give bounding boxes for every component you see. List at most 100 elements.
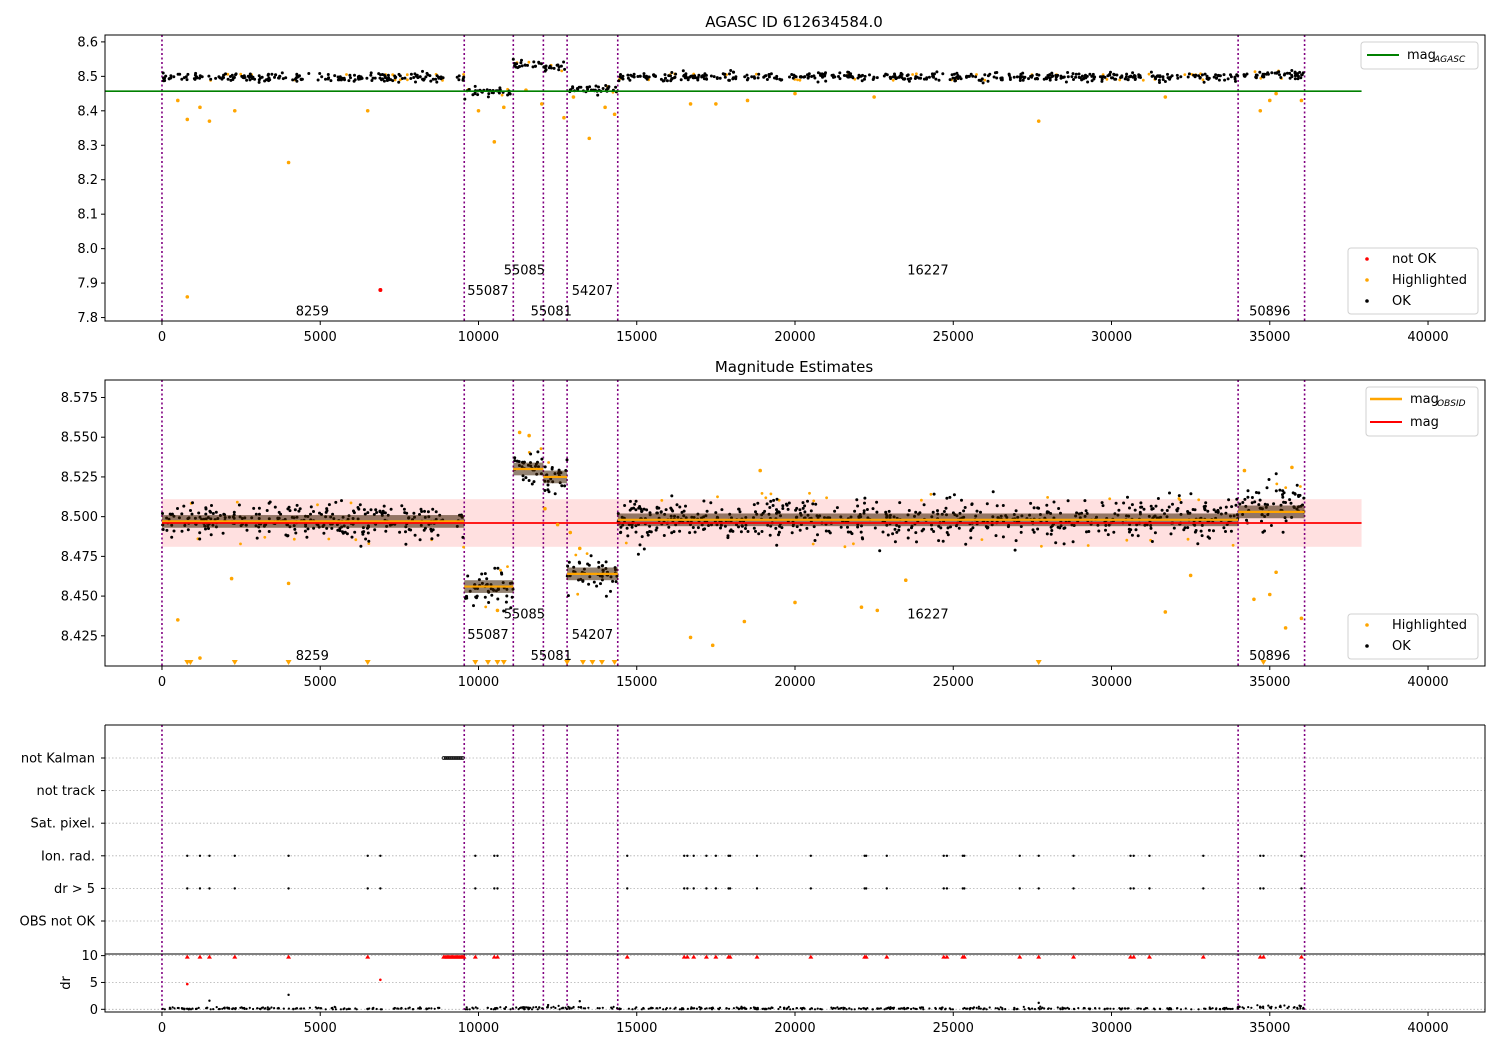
- agasc-ok-point: [721, 72, 725, 76]
- flags-ion-rad-point: [493, 854, 496, 857]
- estimates-ok-point: [334, 500, 338, 504]
- estimates-ok-point: [382, 504, 386, 508]
- flags-ion-rad-point: [287, 854, 290, 857]
- estimates-ok-point: [318, 511, 321, 515]
- dr-point: [536, 1008, 539, 1011]
- agasc-ok-point: [476, 93, 480, 97]
- estimates-ok-point: [198, 531, 202, 535]
- estimates-ok-point: [1001, 504, 1005, 507]
- estimates-ok-point: [960, 498, 963, 502]
- agasc-ok-point: [681, 69, 685, 73]
- agasc-ok-point: [1293, 70, 1297, 74]
- agasc-ok-point: [248, 78, 252, 82]
- estimates-obsid-label: 54207: [572, 628, 613, 643]
- estimates-ok-point: [504, 600, 508, 604]
- agasc-ok-point: [1086, 80, 1090, 84]
- estimates-ok-point: [1149, 526, 1153, 530]
- estimates-ok-point: [637, 506, 641, 510]
- dr-outlier-point: [578, 1000, 581, 1003]
- estimates-ok-point: [839, 525, 843, 529]
- agasc-ok-point: [347, 79, 351, 83]
- estimates-ok-point: [897, 528, 901, 532]
- agasc-ok-point: [842, 74, 846, 77]
- agasc-ok-point: [1229, 73, 1232, 77]
- estimates-ok-point: [191, 501, 194, 505]
- dr-point: [223, 1007, 226, 1010]
- estimates-ok-point: [775, 508, 778, 512]
- dr-point: [570, 1007, 573, 1010]
- dr-point: [865, 1008, 868, 1011]
- flags-not-kalman-point: [447, 756, 452, 760]
- agasc-ok-point: [385, 77, 389, 81]
- agasc-highlighted-point: [1258, 109, 1263, 113]
- estimates-ok-point: [189, 509, 192, 512]
- estimates-ok-point: [403, 511, 407, 515]
- estimates-ok-point: [426, 510, 430, 514]
- agasc-ok-point: [409, 72, 413, 76]
- estimates-ok-point: [436, 533, 440, 537]
- flags-dr5-point: [714, 887, 718, 890]
- dr-point: [627, 1007, 631, 1010]
- agasc-ok-point: [664, 76, 667, 80]
- estimates-highlighted-point: [1290, 465, 1294, 470]
- estimates-ok-point: [369, 508, 373, 512]
- agasc-xtick-label: 30000: [1091, 330, 1132, 345]
- dr-point: [1296, 1007, 1299, 1010]
- estimates-highlighted-point: [1177, 497, 1181, 500]
- dr-point: [735, 1006, 738, 1009]
- agasc-ok-point: [307, 72, 311, 75]
- estimates-ok-point: [429, 527, 433, 531]
- estimates-ok-point: [957, 526, 961, 530]
- agasc-ok-point: [645, 77, 649, 81]
- agasc-ok-point: [1059, 74, 1063, 78]
- dr-point: [511, 1007, 514, 1010]
- estimates-ok-point: [232, 510, 236, 514]
- agasc-ok-point: [819, 72, 822, 76]
- dr-capped-marker: [624, 954, 630, 959]
- dr-point: [910, 1007, 913, 1011]
- agasc-ok-point: [1023, 75, 1027, 79]
- estimates-ok-point: [567, 560, 571, 564]
- agasc-ok-point: [1170, 74, 1174, 78]
- agasc-ok-point: [257, 80, 261, 84]
- dr-point: [474, 1006, 477, 1009]
- estimates-ok-point: [986, 525, 990, 529]
- estimates-highlighted-point: [1284, 486, 1288, 489]
- agasc-ok-point: [697, 73, 701, 77]
- agasc-ok-point: [810, 75, 814, 78]
- flags-ion-rad-point: [1037, 854, 1040, 857]
- dr-point: [618, 1008, 621, 1011]
- dr-point: [565, 1007, 568, 1011]
- estimates-ok-point: [1087, 530, 1091, 533]
- agasc-highlighted-point: [1118, 78, 1122, 82]
- agasc-ok-point: [995, 71, 999, 74]
- dr-point: [1262, 1005, 1265, 1008]
- estimates-ok-point: [1100, 501, 1104, 505]
- dr-point: [1152, 1007, 1156, 1010]
- estimates-ok-point: [1139, 505, 1143, 509]
- agasc-ok-point: [1077, 72, 1081, 76]
- agasc-ok-point: [1176, 76, 1180, 80]
- estimates-ok-point: [702, 499, 706, 503]
- agasc-ok-point: [723, 75, 727, 79]
- estimates-highlighted-point: [624, 541, 628, 545]
- agasc-ok-point: [562, 60, 566, 64]
- estimates-ok-point: [1062, 542, 1066, 546]
- agasc-ok-point: [1265, 72, 1268, 76]
- agasc-ok-point: [1100, 79, 1104, 83]
- dr-capped-marker: [713, 954, 719, 959]
- dr-capped-marker: [961, 954, 967, 959]
- estimates-clipped-marker: [611, 660, 618, 665]
- estimates-ok-point: [1136, 534, 1140, 538]
- estimates-ok-point: [814, 502, 818, 506]
- legend-ok-label: OK: [1392, 294, 1411, 309]
- agasc-ok-point: [952, 72, 956, 76]
- estimates-ok-point: [705, 509, 709, 513]
- estimates-ok-point: [601, 564, 605, 568]
- estimates-ok-point: [1230, 505, 1234, 509]
- estimates-ytick-label: 8.575: [61, 391, 98, 406]
- estimates-ok-point: [684, 504, 687, 508]
- estimates-ok-point: [1049, 525, 1053, 529]
